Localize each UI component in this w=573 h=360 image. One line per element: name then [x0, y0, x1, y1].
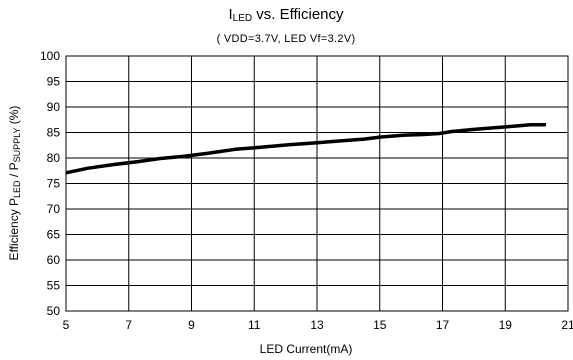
y-tick-label: 95 — [47, 75, 61, 89]
y-tick-label: 80 — [47, 151, 61, 165]
y-axis-label-sub2: SUPPLY — [12, 128, 22, 163]
y-tick-label: 70 — [47, 202, 61, 216]
chart-title-main: I — [228, 6, 232, 23]
y-tick-label: 75 — [47, 177, 61, 191]
chart-title: ILED vs. Efficiency — [228, 6, 344, 24]
plot-frame — [65, 55, 569, 312]
y-axis-label-part3: (%) — [7, 106, 21, 128]
chart-title-subscript: LED — [233, 13, 252, 24]
x-tick-labels: 5 7 9 11 13 15 17 19 21 — [63, 318, 573, 332]
x-tick-label: 21 — [561, 318, 573, 332]
y-tick-label: 60 — [47, 253, 61, 267]
x-tick-label: 9 — [188, 318, 195, 332]
chart-subtitle: ( VDD=3.7V, LED Vf=3.2V) — [217, 33, 356, 45]
x-tick-label: 17 — [436, 318, 450, 332]
y-tick-labels: 50 55 60 65 70 75 80 85 90 95 100 — [40, 49, 60, 318]
x-axis-label: LED Current(mA) — [260, 342, 353, 356]
y-axis-label-part2: / P — [7, 162, 21, 180]
y-tick-label: 85 — [47, 126, 61, 140]
y-axis-label: Efficiency PLED / PSUPPLY (%) — [7, 106, 22, 261]
efficiency-line — [65, 123, 546, 175]
x-tick-label: 13 — [310, 318, 324, 332]
x-tick-label: 5 — [63, 318, 70, 332]
x-tick-label: 15 — [373, 318, 387, 332]
y-axis-label-part1: Efficiency P — [7, 198, 21, 260]
y-tick-label: 65 — [47, 228, 61, 242]
y-tick-label: 90 — [47, 100, 61, 114]
grid-lines — [66, 56, 568, 311]
chart-title-rest: vs. Efficiency — [252, 6, 344, 23]
y-tick-label: 55 — [47, 279, 61, 293]
y-axis-label-sub1: LED — [12, 180, 22, 198]
x-tick-label: 19 — [499, 318, 513, 332]
x-tick-label: 11 — [248, 318, 261, 332]
x-tick-label: 7 — [125, 318, 132, 332]
y-tick-label: 100 — [40, 49, 60, 63]
y-tick-label: 50 — [47, 304, 61, 318]
series-layer — [65, 123, 546, 175]
